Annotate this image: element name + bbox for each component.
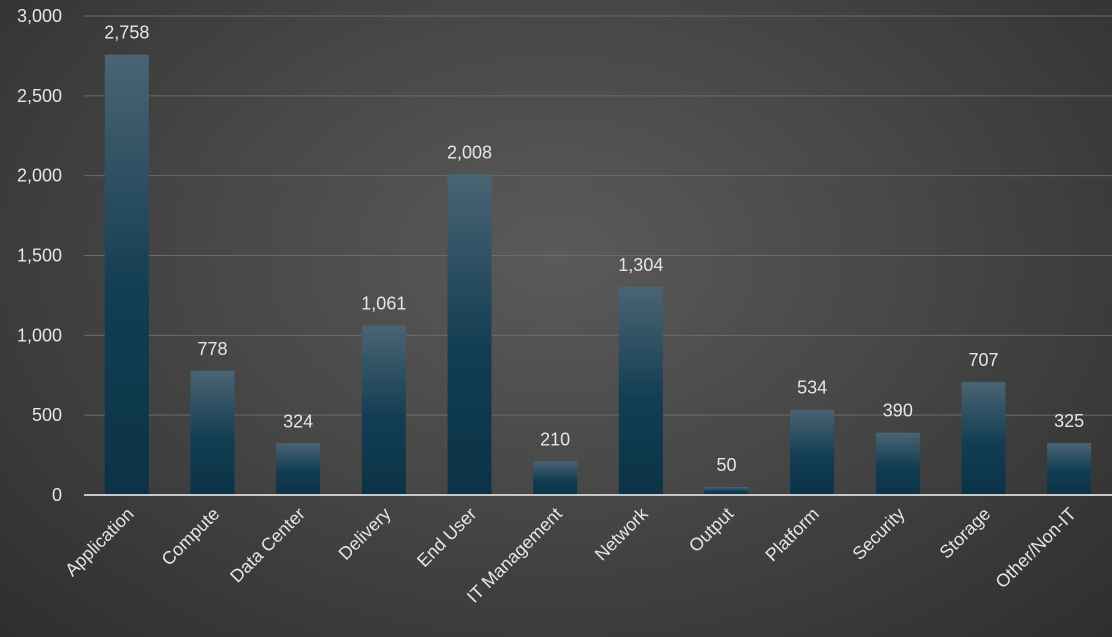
y-tick-label: 3,000	[17, 6, 62, 26]
data-label: 2,758	[104, 23, 149, 43]
gridlines	[84, 15, 1112, 416]
x-tick-label: Output	[685, 504, 737, 556]
x-tick-label: Security	[849, 504, 909, 564]
data-labels: 2,758 778 324 1,061 2,008 210 1,304 50 534 390 707…	[104, 23, 1084, 475]
x-tick-label: Delivery	[335, 504, 395, 564]
x-tick-label: Application	[61, 504, 137, 580]
x-tick-label: Other/Non-IT	[992, 504, 1080, 592]
x-tick-label: Storage	[936, 504, 995, 563]
bar	[104, 54, 149, 495]
bar	[1047, 443, 1092, 495]
x-axis: Application Compute Data Center Delivery End…	[61, 503, 1080, 607]
data-label: 50	[716, 455, 736, 475]
x-tick-label: Network	[591, 503, 653, 565]
bar	[790, 409, 835, 495]
bar	[961, 382, 1006, 495]
data-label: 324	[283, 411, 313, 431]
bar	[875, 432, 920, 495]
y-tick-label: 500	[32, 405, 62, 425]
bar	[190, 370, 235, 495]
data-label: 325	[1054, 411, 1084, 431]
bar	[276, 443, 321, 495]
y-axis: 0 500 1,000 1,500 2,000 2,500 3,000	[17, 6, 62, 505]
y-tick-label: 1,500	[17, 246, 62, 266]
x-tick-label: Compute	[158, 504, 224, 570]
data-label: 210	[540, 429, 570, 449]
data-label: 390	[883, 401, 913, 421]
bar	[447, 174, 492, 495]
bar	[704, 487, 749, 495]
data-label: 707	[968, 350, 998, 370]
y-tick-label: 1,000	[17, 325, 62, 345]
bar	[618, 286, 663, 495]
bars	[104, 54, 1092, 495]
data-label: 534	[797, 378, 827, 398]
x-tick-label: End User	[413, 504, 480, 571]
bar	[533, 461, 578, 495]
x-tick-label: Platform	[761, 504, 823, 566]
y-tick-label: 2,500	[17, 86, 62, 106]
data-label: 1,061	[361, 294, 406, 314]
data-label: 778	[197, 339, 227, 359]
bar	[361, 325, 406, 495]
y-tick-label: 0	[52, 485, 62, 505]
data-label: 2,008	[447, 142, 492, 162]
y-tick-label: 2,000	[17, 166, 62, 186]
data-label: 1,304	[618, 255, 663, 275]
x-tick-label: Data Center	[226, 504, 309, 587]
